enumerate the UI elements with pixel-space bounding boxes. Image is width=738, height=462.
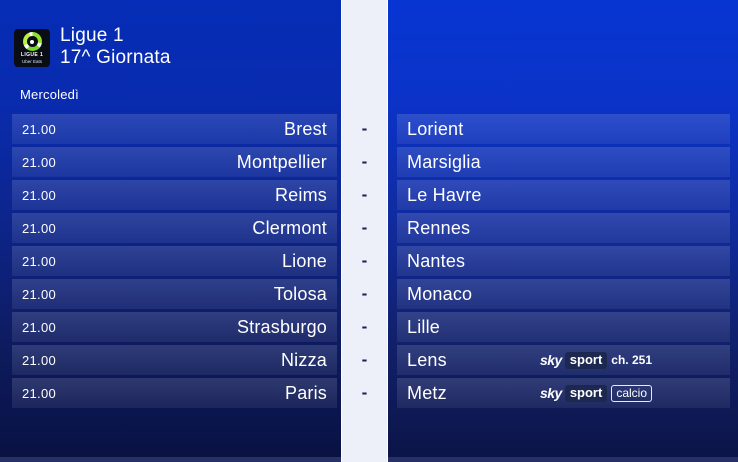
home-team-name: Montpellier bbox=[236, 151, 327, 172]
match-row: 21.00 Brest - Lorient bbox=[0, 114, 738, 144]
channel-label: calcio bbox=[611, 384, 652, 402]
home-team-name: Lione bbox=[281, 250, 327, 271]
away-bar: Nantes bbox=[397, 246, 730, 276]
home-bar: 21.00 Nizza bbox=[12, 345, 337, 375]
sky-logo-text: sky bbox=[539, 352, 562, 368]
competition-name: Ligue 1 bbox=[60, 25, 124, 46]
ligue1-swirl-ring bbox=[26, 36, 38, 47]
kickoff-time: 21.00 bbox=[22, 253, 57, 269]
kickoff-time: 21.00 bbox=[22, 319, 57, 335]
home-team-name: Nizza bbox=[280, 349, 327, 370]
home-team-name: Strasburgo bbox=[236, 316, 327, 337]
away-bar: Lens sky sport ch. 251 bbox=[397, 345, 730, 375]
kickoff-time: 21.00 bbox=[22, 220, 57, 236]
vs-dash: - bbox=[361, 383, 368, 402]
home-team-name: Brest bbox=[283, 118, 327, 139]
sky-logo-text: sky bbox=[539, 385, 562, 401]
kickoff-time: 21.00 bbox=[22, 286, 57, 302]
kickoff-time: 21.00 bbox=[22, 385, 57, 401]
round-label: 17^ Giornata bbox=[60, 47, 171, 68]
sky-sport-box: sport bbox=[564, 384, 608, 402]
center-divider-strip bbox=[341, 0, 388, 462]
away-team-name: Rennes bbox=[407, 217, 471, 238]
match-row: 21.00 Montpellier - Marsiglia bbox=[0, 147, 738, 177]
away-bar: Lorient bbox=[397, 114, 730, 144]
channel-label: ch. 251 bbox=[611, 353, 652, 367]
broadcast-badge: sky sport calcio bbox=[539, 384, 652, 402]
away-team-name: Monaco bbox=[407, 283, 473, 304]
away-bar: Marsiglia bbox=[397, 147, 730, 177]
match-row: 21.00 Paris - Metz sky sport calcio bbox=[0, 378, 738, 408]
match-row: 21.00 Reims - Le Havre bbox=[0, 180, 738, 210]
ligue1-uber-eats-logo: LIGUE 1 Uber Eats bbox=[14, 29, 50, 67]
home-bar: 21.00 Brest bbox=[12, 114, 337, 144]
logo-text-ligue1: LIGUE 1 bbox=[20, 52, 44, 58]
sky-sport-box: sport bbox=[564, 351, 608, 369]
vs-dash: - bbox=[361, 350, 368, 369]
kickoff-time: 21.00 bbox=[22, 352, 57, 368]
away-team-name: Le Havre bbox=[407, 184, 482, 205]
home-team-name: Paris bbox=[284, 382, 327, 403]
away-bar: Le Havre bbox=[397, 180, 730, 210]
kickoff-time: 21.00 bbox=[22, 121, 57, 137]
away-team-name: Lens bbox=[407, 349, 447, 370]
left-panel-shade bbox=[0, 0, 341, 462]
match-row: 21.00 Tolosa - Monaco bbox=[0, 279, 738, 309]
vs-dash: - bbox=[361, 251, 368, 270]
away-team-name: Lorient bbox=[407, 118, 464, 139]
home-bar: 21.00 Tolosa bbox=[12, 279, 337, 309]
match-row: 21.00 Nizza - Lens sky sport ch. 251 bbox=[0, 345, 738, 375]
home-bar: 21.00 Strasburgo bbox=[12, 312, 337, 342]
away-bar: Rennes bbox=[397, 213, 730, 243]
broadcast-badge: sky sport ch. 251 bbox=[539, 351, 652, 369]
vs-dash: - bbox=[361, 152, 368, 171]
logo-text-ubereats: Uber Eats bbox=[21, 59, 42, 64]
home-bar: 21.00 Montpellier bbox=[12, 147, 337, 177]
home-bar: 21.00 Paris bbox=[12, 378, 337, 408]
match-row: 21.00 Lione - Nantes bbox=[0, 246, 738, 276]
home-team-name: Clermont bbox=[252, 217, 327, 238]
vs-dash: - bbox=[361, 218, 368, 237]
vs-dash: - bbox=[361, 284, 368, 303]
home-bar: 21.00 Lione bbox=[12, 246, 337, 276]
home-team-name: Reims bbox=[274, 184, 327, 205]
away-bar: Monaco bbox=[397, 279, 730, 309]
ligue1-swirl-dot bbox=[30, 39, 34, 44]
home-bar: 21.00 Clermont bbox=[12, 213, 337, 243]
kickoff-time: 21.00 bbox=[22, 187, 57, 203]
match-list: 21.00 Brest - Lorient 21.00 Montpellier … bbox=[0, 114, 738, 411]
match-row: 21.00 Strasburgo - Lille bbox=[0, 312, 738, 342]
away-bar: Lille bbox=[397, 312, 730, 342]
home-bar: 21.00 Reims bbox=[12, 180, 337, 210]
match-row: 21.00 Clermont - Rennes bbox=[0, 213, 738, 243]
vs-dash: - bbox=[361, 119, 368, 138]
home-team-name: Tolosa bbox=[273, 283, 327, 304]
vs-dash: - bbox=[361, 317, 368, 336]
away-bar: Metz sky sport calcio bbox=[397, 378, 730, 408]
ligue1-swirl-icon bbox=[22, 32, 42, 51]
away-team-name: Marsiglia bbox=[407, 151, 481, 172]
away-team-name: Nantes bbox=[407, 250, 466, 271]
away-team-name: Metz bbox=[407, 382, 447, 403]
kickoff-time: 21.00 bbox=[22, 154, 57, 170]
away-team-name: Lille bbox=[407, 316, 441, 337]
page-title: Ligue 1 17^ Giornata bbox=[60, 25, 171, 69]
vs-dash: - bbox=[361, 185, 368, 204]
day-label: Mercoledì bbox=[20, 87, 79, 102]
